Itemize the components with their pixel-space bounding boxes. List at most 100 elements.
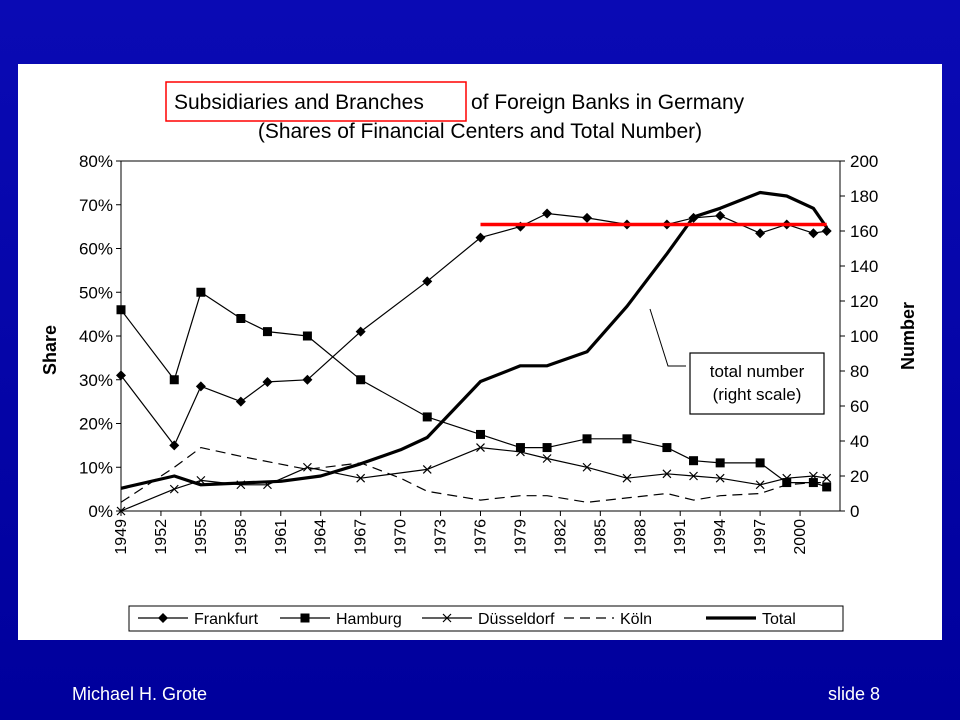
data-point-dsseldorf	[622, 473, 632, 483]
data-point-frankfurt	[116, 370, 126, 381]
data-point-dsseldorf	[169, 484, 179, 494]
chart-title-rest: of Foreign Banks in Germany	[471, 91, 745, 114]
data-point-hamburg	[422, 412, 432, 422]
annotation-line1: total number	[710, 362, 805, 381]
x-tick-label: 1997	[752, 519, 769, 555]
y-tick-label: 60%	[79, 240, 113, 259]
data-point-frankfurt	[355, 326, 366, 337]
legend-box	[128, 605, 844, 632]
y2-tick-label: 120	[850, 292, 878, 311]
series-line-kln	[120, 447, 827, 503]
x-tick-label: 1979	[512, 519, 529, 555]
data-point-dsseldorf	[662, 469, 672, 479]
data-point-hamburg	[782, 478, 792, 488]
y2-tick-label: 80	[850, 362, 869, 381]
data-point-frankfurt	[302, 374, 313, 385]
data-point-hamburg	[116, 305, 126, 315]
legend-label-total: Total	[762, 611, 796, 628]
data-point-dsseldorf	[689, 471, 698, 481]
y2-tick-label: 160	[850, 222, 878, 241]
legend-label-hamburg: Hamburg	[336, 611, 402, 628]
data-point-frankfurt	[821, 226, 832, 236]
data-point-hamburg	[582, 434, 592, 444]
annotation-box	[689, 352, 825, 415]
x-tick-label: 2000	[792, 519, 809, 555]
data-point-dsseldorf	[422, 465, 432, 474]
legend-label-frankfurt: Frankfurt	[194, 611, 259, 628]
legend-marker-hamburg	[300, 613, 310, 623]
annotation-line2: (right scale)	[713, 385, 802, 404]
y2-tick-label: 100	[850, 327, 878, 346]
series-line-dsseldorf	[120, 447, 827, 512]
x-tick-label: 1958	[233, 519, 250, 555]
y-tick-label: 10%	[79, 458, 113, 477]
legend-marker-dsseldorf	[442, 613, 452, 623]
data-point-hamburg	[689, 456, 699, 466]
x-tick-label: 1976	[473, 519, 490, 555]
plot-area: 0% 10% 20% 30% 40% 50% 60% 70% 80% 0 20 40 60 80 100 12…	[79, 152, 878, 555]
data-point-dsseldorf	[822, 473, 832, 483]
legend: Frankfurt Hamburg Düsseldorf Köln Total	[138, 611, 796, 628]
data-point-hamburg	[169, 375, 179, 385]
x-tick-label: 1967	[353, 519, 370, 555]
data-point-hamburg	[755, 458, 765, 468]
data-point-dsseldorf	[582, 462, 592, 472]
series-line-total	[120, 190, 829, 490]
y-tick-label: 40%	[79, 327, 113, 346]
data-point-dsseldorf	[755, 480, 765, 490]
y-tick-label: 70%	[79, 196, 113, 215]
data-point-hamburg	[302, 331, 312, 341]
y2-tick-label: 200	[850, 152, 878, 171]
data-point-hamburg	[715, 458, 725, 468]
data-point-dsseldorf	[476, 443, 485, 452]
legend-label-kln: Köln	[620, 611, 652, 628]
annotation-leader-line	[649, 308, 686, 367]
chart-subtitle: (Shares of Financial Centers and Total N…	[258, 120, 702, 143]
x-tick-label: 1964	[313, 519, 330, 555]
data-point-hamburg	[622, 434, 632, 444]
data-point-frankfurt	[422, 276, 433, 287]
x-tick-label: 1961	[273, 519, 290, 555]
y2-tick-label: 60	[850, 397, 869, 416]
data-point-frankfurt	[755, 228, 766, 239]
data-point-hamburg	[262, 327, 272, 337]
data-point-frankfurt	[195, 381, 206, 392]
x-tick-label: 1955	[193, 519, 210, 555]
data-point-hamburg	[236, 314, 246, 323]
data-point-dsseldorf	[782, 473, 792, 483]
x-tick-label: 1982	[552, 519, 569, 555]
legend-marker-frankfurt	[158, 613, 168, 623]
y-tick-label: 0%	[88, 502, 113, 521]
title-highlight-box	[165, 81, 467, 122]
data-point-frankfurt	[582, 212, 593, 223]
y-tick-label: 80%	[79, 152, 113, 171]
data-point-frankfurt	[262, 376, 273, 387]
footer-author: Michael H. Grote	[72, 684, 208, 704]
x-tick-label: 1973	[433, 519, 450, 555]
y2-tick-label: 40	[850, 432, 869, 451]
y-tick-label: 30%	[79, 371, 113, 390]
data-point-dsseldorf	[116, 506, 126, 516]
data-point-hamburg	[476, 429, 485, 439]
x-tick-label: 1994	[712, 519, 729, 555]
data-point-hamburg	[196, 287, 206, 297]
y-tick-label: 50%	[79, 283, 113, 302]
data-point-hamburg	[542, 443, 552, 453]
plot-frame	[120, 160, 841, 512]
chart: Subsidiaries and Branches of Foreign Ban…	[40, 81, 918, 632]
data-point-dsseldorf	[715, 473, 725, 483]
data-point-hamburg	[515, 443, 525, 453]
data-point-hamburg	[356, 375, 366, 385]
x-tick-label: 1952	[153, 519, 170, 555]
series-line-frankfurt	[120, 212, 827, 446]
x-tick-label: 1949	[113, 519, 130, 555]
x-tick-label: 1985	[592, 519, 609, 555]
footer-slide-number: slide 8	[827, 684, 880, 704]
data-point-frankfurt	[808, 228, 819, 239]
x-tick-label: 1970	[393, 519, 410, 555]
chart-panel: Subsidiaries and Branches of Foreign Ban…	[18, 64, 942, 640]
data-point-dsseldorf	[302, 462, 312, 472]
legend-label-dsseldorf: Düsseldorf	[478, 611, 555, 628]
y2-tick-label: 140	[850, 257, 878, 276]
data-point-hamburg	[822, 482, 832, 492]
